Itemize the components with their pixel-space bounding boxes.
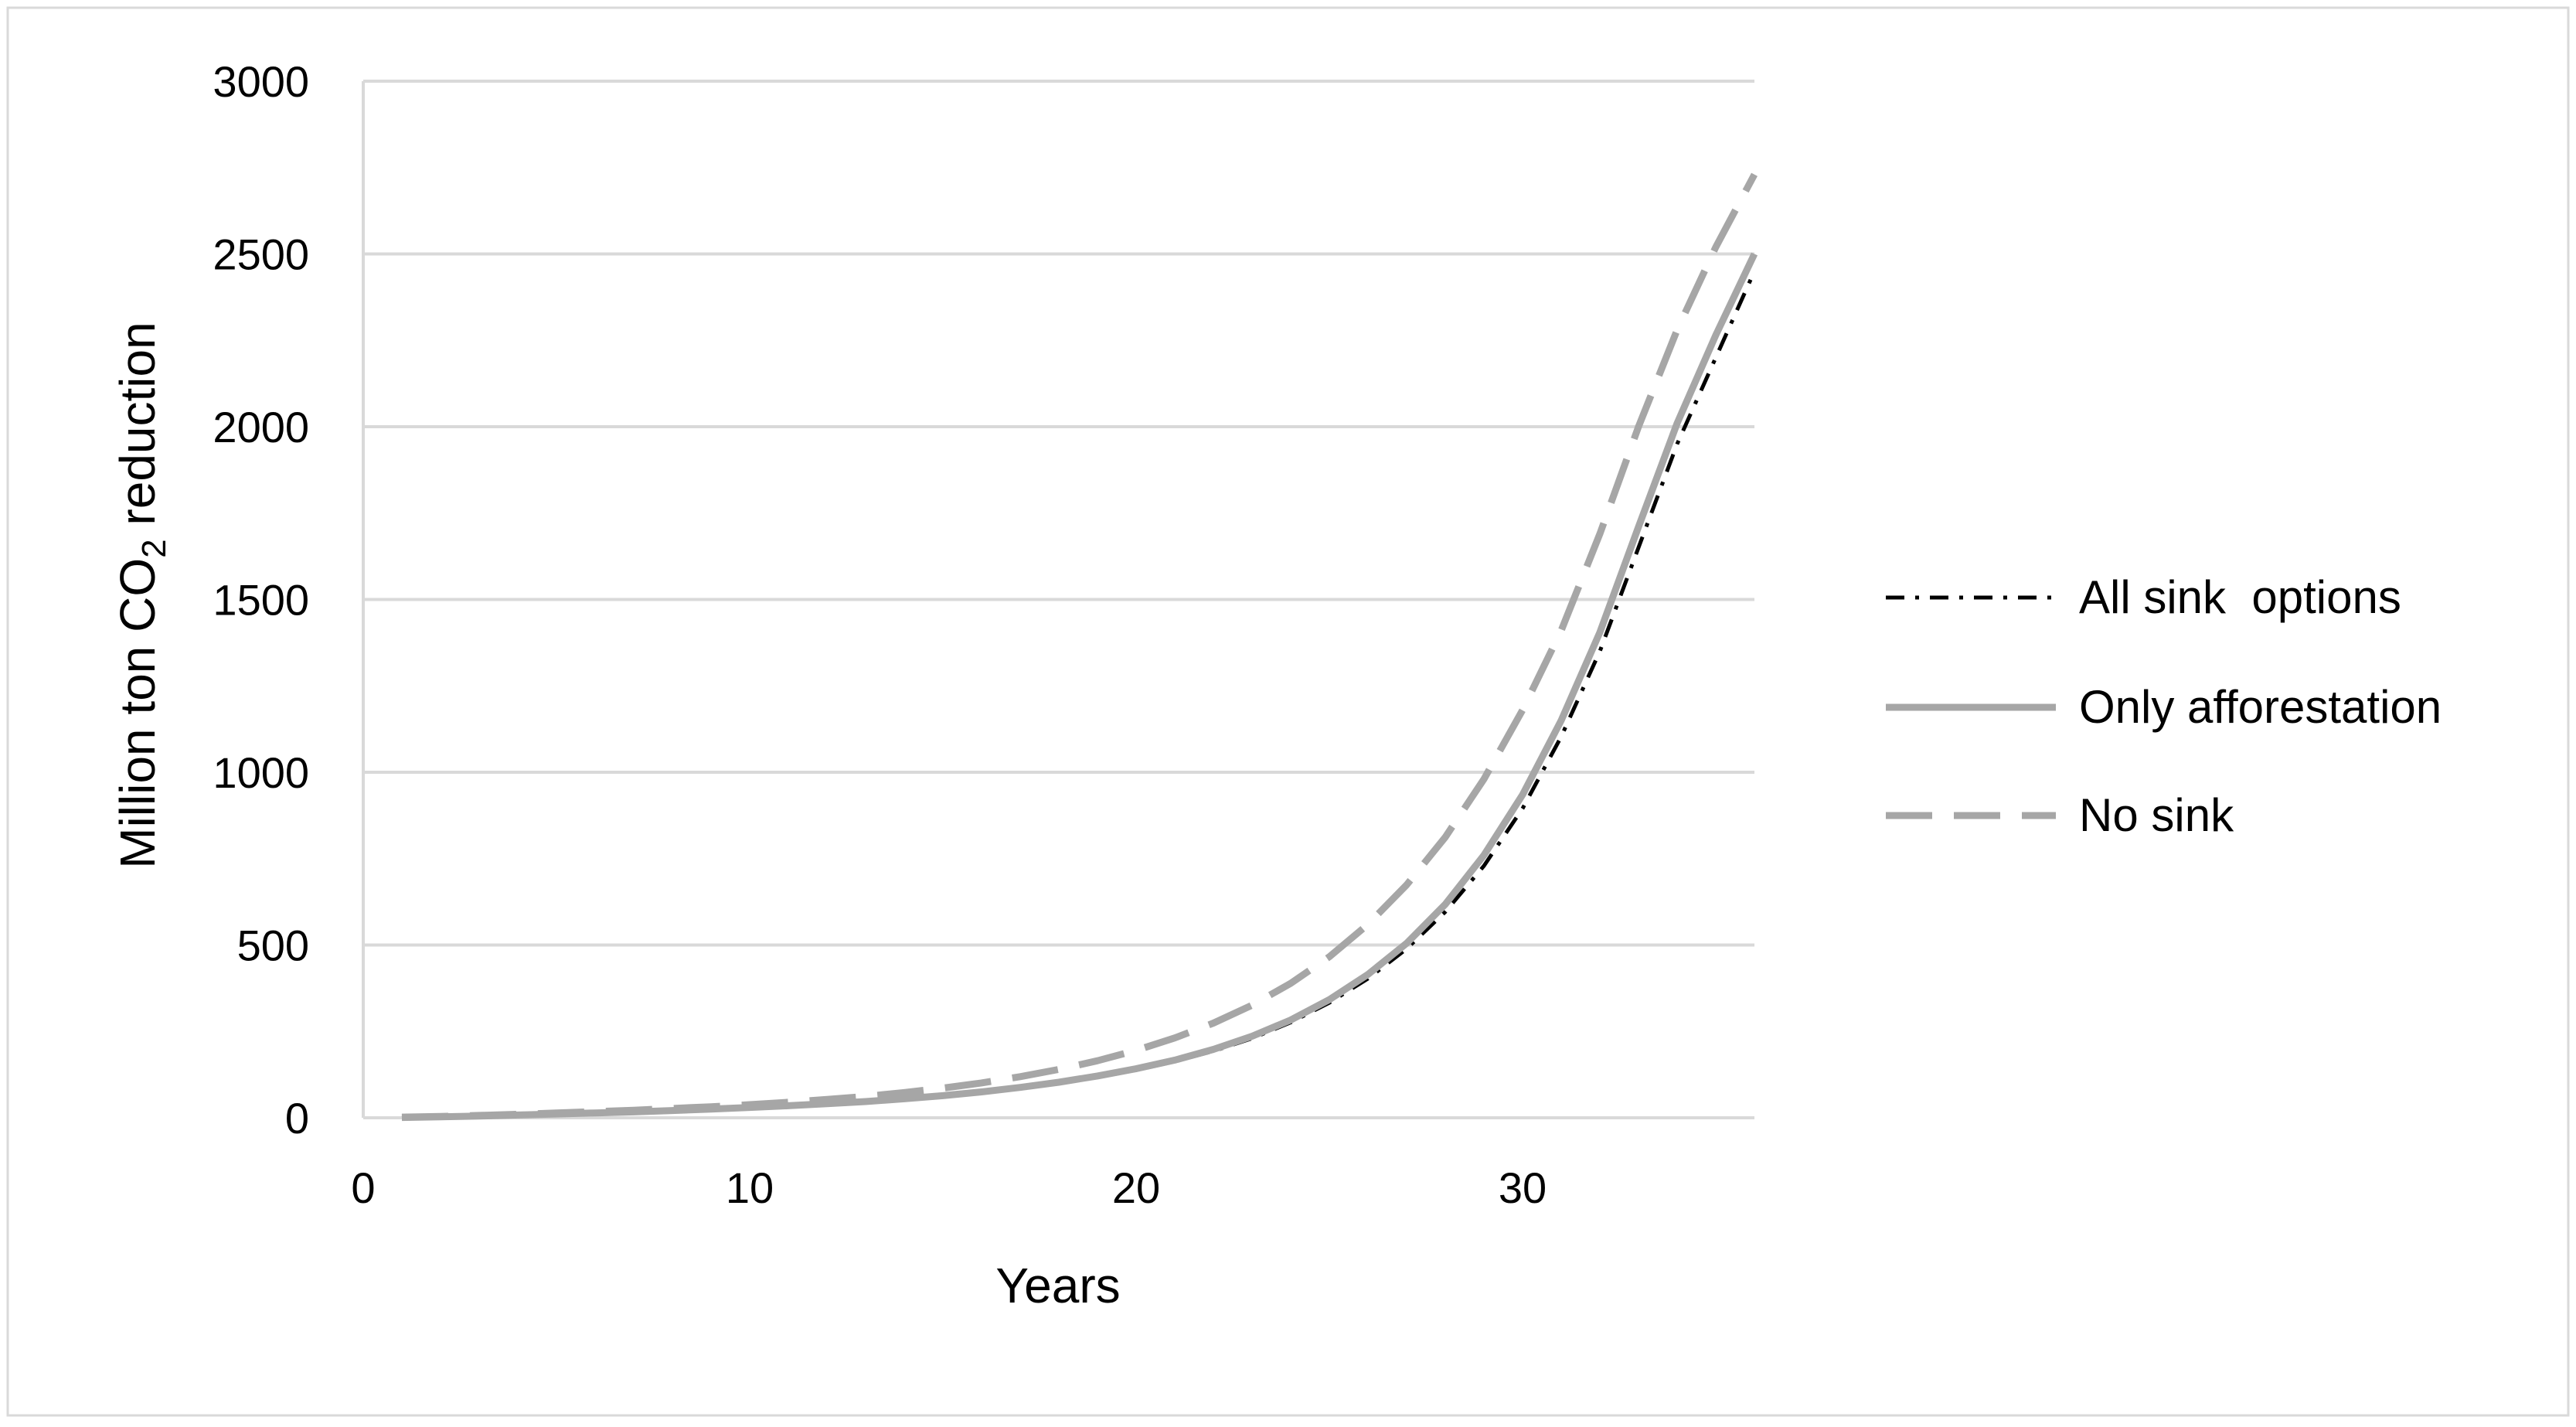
x-tick-label: 10	[726, 1163, 774, 1212]
y-tick-label: 3000	[213, 57, 309, 106]
legend-label-2: Only afforestation	[2079, 681, 2442, 733]
legend-label-3: No sink	[2079, 789, 2234, 841]
y-axis-title: Million ton CO2 reduction	[110, 322, 173, 868]
x-tick-label: 20	[1112, 1163, 1160, 1212]
x-axis-title: Years	[995, 1258, 1120, 1313]
y-axis-title-subscript: 2	[135, 539, 173, 557]
y-tick-label: 2500	[213, 230, 309, 279]
y-tick-label: 0	[285, 1094, 309, 1143]
y-tick-label: 500	[237, 921, 309, 970]
y-tick-label: 1000	[213, 748, 309, 797]
x-tick-label: 0	[351, 1163, 375, 1212]
y-tick-label: 2000	[213, 403, 309, 451]
y-axis-title-suffix: reduction	[110, 322, 165, 539]
x-tick-label: 30	[1499, 1163, 1547, 1212]
y-axis-title-main: Million ton CO	[110, 558, 165, 869]
y-tick-label: 1500	[213, 576, 309, 625]
legend-label-1: All sink options	[2079, 571, 2401, 623]
